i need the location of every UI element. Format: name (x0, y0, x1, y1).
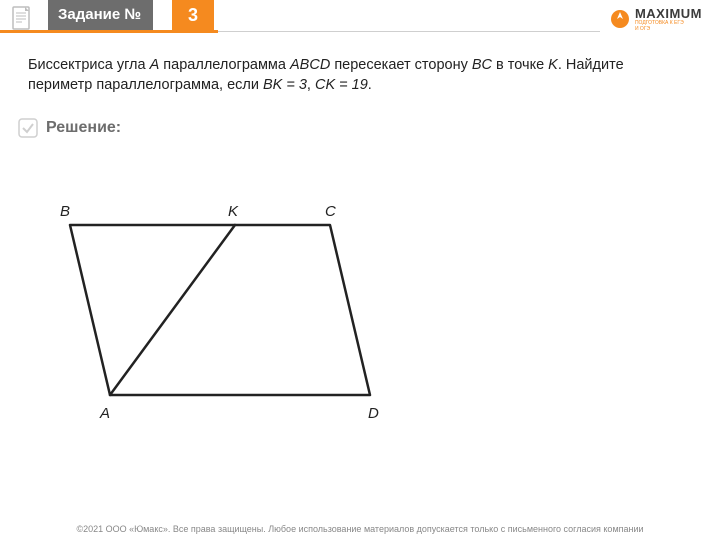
brand-logo: MAXIMUM ПОДГОТОВКА К ЕГЭ И ОГЭ (609, 6, 702, 32)
copyright-footer: ©2021 ООО «Юмакс». Все права защищены. Л… (0, 524, 720, 534)
figure-svg (50, 195, 380, 435)
vertex-label-k: K (228, 203, 238, 220)
logo-tagline2: И ОГЭ (635, 27, 702, 33)
problem-text: Биссектриса угла A параллелограмма ABCD … (28, 55, 690, 96)
solution-label: Решение: (46, 119, 121, 137)
accent-underline (0, 30, 218, 33)
task-number: 3 (172, 0, 214, 30)
document-icon (8, 4, 36, 32)
vertex-label-d: D (368, 405, 379, 422)
check-icon (18, 118, 38, 138)
parallelogram-figure: A B K C D (50, 195, 380, 435)
solution-heading: Решение: (18, 118, 121, 138)
logo-icon (609, 8, 631, 30)
logo-name: MAXIMUM (635, 6, 702, 21)
vertex-label-c: C (325, 203, 336, 220)
grey-underline (218, 31, 600, 32)
vertex-label-b: B (60, 203, 70, 220)
logo-text-block: MAXIMUM ПОДГОТОВКА К ЕГЭ И ОГЭ (635, 6, 702, 32)
slide: Задание № 3 MAXIMUM ПОДГОТОВКА К ЕГЭ И О… (0, 0, 720, 540)
vertex-label-a: A (100, 405, 110, 422)
header: Задание № 3 MAXIMUM ПОДГОТОВКА К ЕГЭ И О… (0, 0, 720, 38)
task-title: Задание № (48, 0, 153, 30)
